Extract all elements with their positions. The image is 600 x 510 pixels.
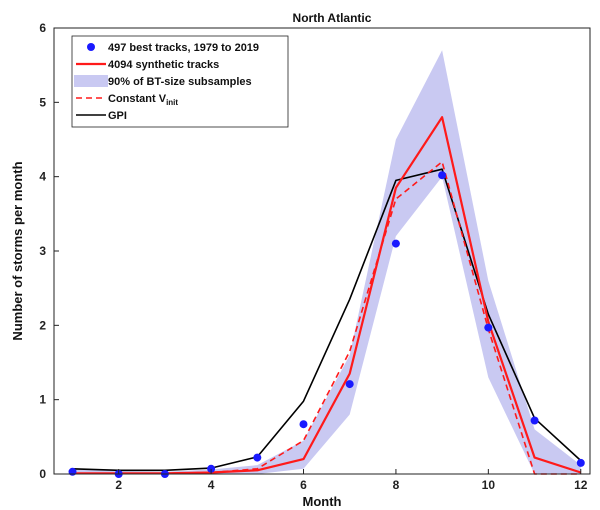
best-tracks-point <box>345 380 354 389</box>
y-tick-label: 2 <box>39 318 46 332</box>
y-tick-label: 6 <box>39 21 46 35</box>
best-tracks-point <box>530 416 539 425</box>
legend-label-subscript: init <box>166 98 178 107</box>
legend-label-band: 90% of BT-size subsamples <box>108 76 252 88</box>
x-tick-label: 4 <box>208 478 215 492</box>
best-tracks-point <box>299 420 308 429</box>
subsample-band-layer <box>72 50 581 475</box>
best-tracks-point <box>438 171 447 180</box>
synthetic-tracks-line <box>72 116 582 475</box>
legend-label-gpi: GPI <box>108 110 127 122</box>
best-tracks-point <box>253 453 262 462</box>
best-tracks-point <box>391 239 400 248</box>
chart-legend: 497 best tracks, 1979 to 2019 4094 synthe… <box>71 35 289 128</box>
best-tracks-point <box>484 323 493 332</box>
y-tick-label: 3 <box>39 244 46 258</box>
y-tick-label: 5 <box>39 95 46 109</box>
legend-swatch-best-tracks <box>87 43 95 51</box>
series-lines-layer <box>72 116 582 475</box>
best-tracks-point <box>576 458 585 467</box>
x-axis-title: Month <box>303 494 342 509</box>
x-tick-label: 8 <box>393 478 400 492</box>
x-tick-label: 6 <box>300 478 307 492</box>
chart-title: North Atlantic <box>293 11 372 25</box>
x-tick-label: 12 <box>574 478 588 492</box>
legend-label-constant: Constant Vinit <box>108 93 178 107</box>
y-tick-label: 0 <box>39 467 46 481</box>
x-tick-label: 10 <box>482 478 496 492</box>
x-tick-label: 2 <box>115 478 122 492</box>
legend-label-synthetic: 4094 synthetic tracks <box>108 59 219 71</box>
y-axis-title: Number of storms per month <box>10 161 25 340</box>
legend-swatch-band <box>74 75 108 87</box>
y-tick-label: 4 <box>39 170 46 184</box>
subsample-band-area <box>72 50 581 475</box>
best-tracks-point <box>68 467 77 476</box>
best-tracks-point <box>207 464 216 473</box>
gpi-line <box>72 168 582 472</box>
best-tracks-points-layer <box>68 171 585 478</box>
y-tick-label: 1 <box>39 393 46 407</box>
legend-label-best-tracks: 497 best tracks, 1979 to 2019 <box>108 42 259 54</box>
